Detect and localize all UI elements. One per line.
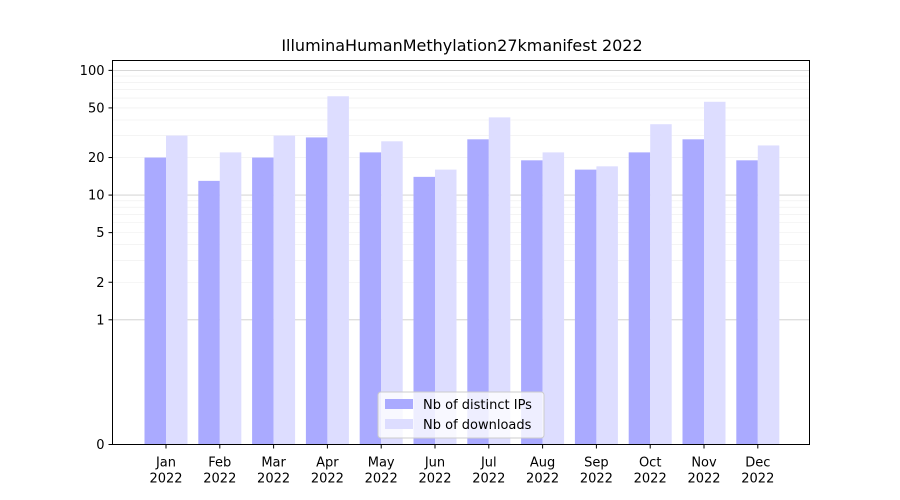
bar-downloads	[327, 96, 349, 445]
y-tick-label: 0	[96, 438, 104, 453]
bar-distinct-ips	[144, 157, 166, 445]
bar-downloads	[650, 124, 672, 445]
legend: Nb of distinct IPs Nb of downloads	[377, 391, 545, 439]
bar-downloads	[273, 135, 296, 445]
x-tick-label: Apr 2022	[311, 456, 344, 487]
bar-distinct-ips	[305, 137, 328, 445]
x-tick-label: Jun 2022	[418, 456, 451, 487]
x-tick-label: Sep 2022	[580, 456, 613, 487]
bar-downloads	[542, 152, 565, 445]
x-tick-label: Dec 2022	[741, 456, 774, 487]
bar-distinct-ips	[467, 139, 489, 445]
bar-distinct-ips	[574, 169, 597, 445]
x-tick-label: Nov 2022	[687, 456, 720, 487]
legend-label: Nb of distinct IPs	[423, 398, 532, 413]
x-tick-label: Jan 2022	[149, 456, 182, 487]
y-tick-label: 20	[88, 151, 105, 166]
y-tick-label: 5	[96, 226, 104, 241]
bar-distinct-ips	[682, 139, 704, 445]
bar-downloads	[488, 117, 511, 445]
bar-distinct-ips	[628, 152, 651, 445]
y-tick-label: 100	[80, 64, 105, 79]
bar-distinct-ips	[736, 160, 758, 445]
bar-downloads	[435, 169, 457, 445]
x-tick-label: May 2022	[365, 456, 398, 487]
bar-distinct-ips	[521, 160, 543, 445]
y-tick-label: 50	[88, 101, 105, 116]
legend-swatch	[385, 399, 413, 409]
legend-box	[377, 391, 545, 439]
legend-swatch	[385, 419, 413, 429]
bar-distinct-ips	[198, 180, 220, 445]
y-tick-label: 10	[88, 189, 105, 204]
bar-downloads	[219, 152, 242, 445]
bar-downloads	[381, 141, 403, 445]
bar-downloads	[757, 145, 780, 445]
y-tick-label: 1	[96, 313, 104, 328]
legend-label: Nb of downloads	[423, 418, 532, 433]
bar-distinct-ips	[359, 152, 382, 445]
bar-downloads	[704, 101, 726, 445]
bars-layer	[144, 96, 780, 445]
bar-distinct-ips	[413, 176, 435, 445]
plot-frame	[112, 60, 810, 445]
bar-distinct-ips	[252, 157, 274, 445]
y-axis: 0 1 2 5 10 20 50 100	[80, 64, 113, 453]
x-tick-label: Aug 2022	[526, 456, 559, 487]
x-tick-label: Mar 2022	[257, 456, 290, 487]
x-tick-label: Feb 2022	[203, 456, 236, 487]
x-axis: Jan 2022 Feb 2022 Mar 2022 Apr 2022 May 2022 Jun 20…	[149, 444, 774, 487]
y-tick-label: 2	[96, 276, 104, 291]
x-tick-label: Oct 2022	[634, 456, 667, 487]
bar-downloads	[166, 135, 188, 445]
bar-downloads	[596, 166, 618, 445]
chart-title: IlluminaHumanMethylation27kmanifest 2022	[281, 36, 642, 55]
x-tick-label: Jul 2022	[472, 456, 505, 487]
